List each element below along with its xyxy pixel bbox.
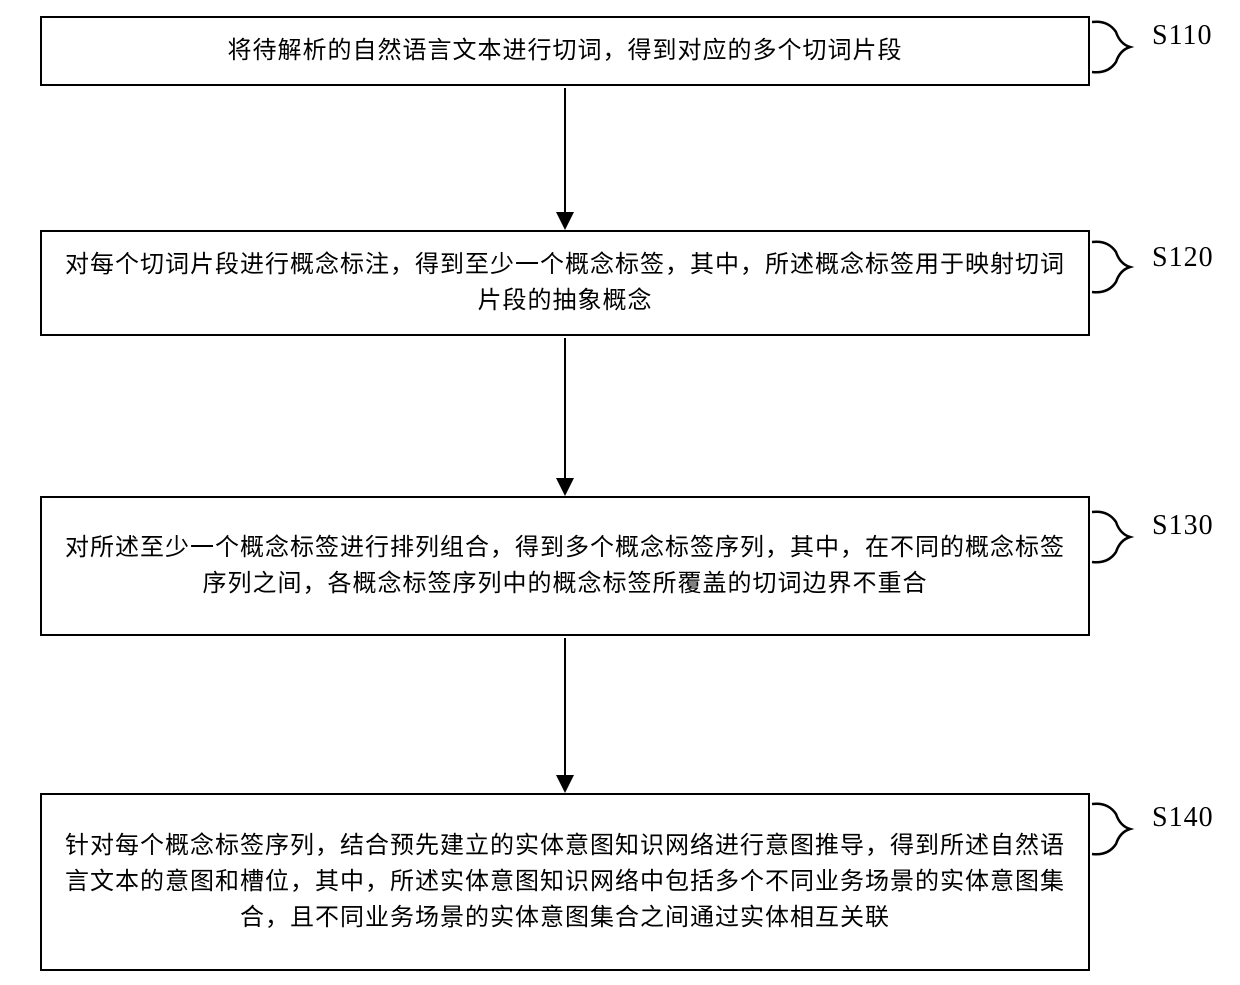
arrow-1-head <box>556 212 574 230</box>
step-label-s130: S130 <box>1152 510 1214 542</box>
brace-s120 <box>1090 238 1152 296</box>
step-text-s110: 将待解析的自然语言文本进行切词，得到对应的多个切词片段 <box>228 33 903 69</box>
brace-s110 <box>1090 18 1152 76</box>
brace-s130 <box>1090 508 1152 566</box>
arrow-3-head <box>556 775 574 793</box>
step-label-s120: S120 <box>1152 242 1214 274</box>
arrow-3-line <box>564 638 566 775</box>
step-box-s130: 对所述至少一个概念标签进行排列组合，得到多个概念标签序列，其中，在不同的概念标签… <box>40 496 1090 636</box>
step-text-s130: 对所述至少一个概念标签进行排列组合，得到多个概念标签序列，其中，在不同的概念标签… <box>62 530 1068 602</box>
arrow-1-line <box>564 88 566 212</box>
step-text-s120: 对每个切词片段进行概念标注，得到至少一个概念标签，其中，所述概念标签用于映射切词… <box>62 247 1068 319</box>
arrow-2-line <box>564 338 566 478</box>
arrow-2-head <box>556 478 574 496</box>
step-box-s140: 针对每个概念标签序列，结合预先建立的实体意图知识网络进行意图推导，得到所述自然语… <box>40 793 1090 971</box>
step-label-s110: S110 <box>1152 20 1213 52</box>
step-box-s120: 对每个切词片段进行概念标注，得到至少一个概念标签，其中，所述概念标签用于映射切词… <box>40 230 1090 336</box>
step-box-s110: 将待解析的自然语言文本进行切词，得到对应的多个切词片段 <box>40 16 1090 86</box>
brace-s140 <box>1090 800 1152 858</box>
step-text-s140: 针对每个概念标签序列，结合预先建立的实体意图知识网络进行意图推导，得到所述自然语… <box>62 828 1068 936</box>
step-label-s140: S140 <box>1152 802 1214 834</box>
flowchart-canvas: 将待解析的自然语言文本进行切词，得到对应的多个切词片段 S110 对每个切词片段… <box>0 0 1240 985</box>
